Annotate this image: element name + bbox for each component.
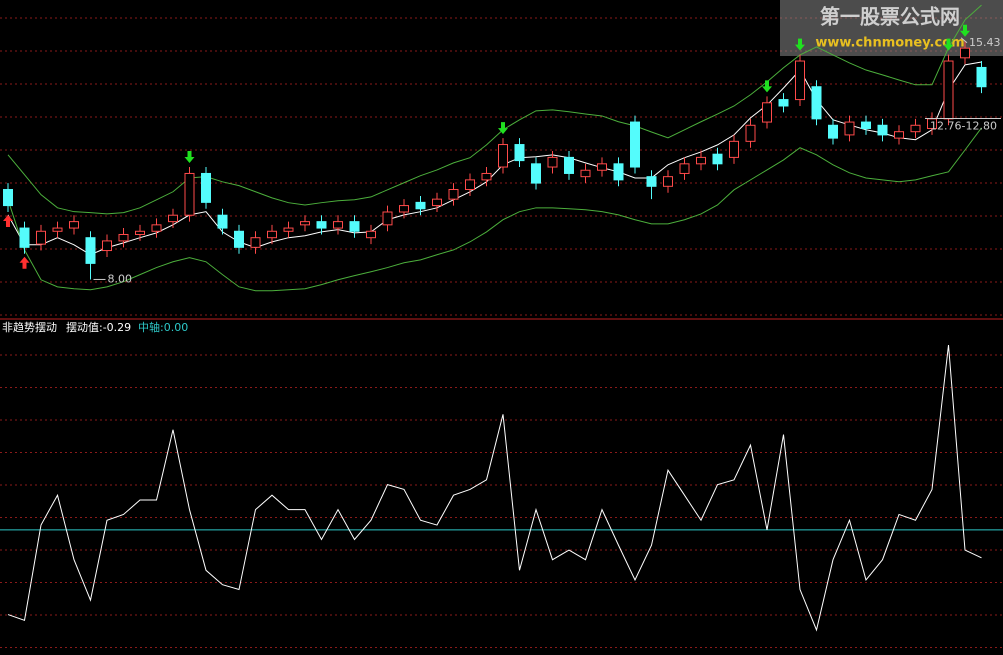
candle-body [828,124,838,139]
candle-body [861,121,871,129]
watermark-url: www.chnmoney.com [815,36,964,51]
candle-body [630,121,640,168]
candle-body [877,124,888,136]
band-line [7,127,982,292]
candle-body [283,227,294,232]
candle-body [3,189,13,207]
candle-body [85,237,96,264]
candle-body [960,47,970,59]
candle-body [69,221,79,229]
candle-body [646,176,657,187]
sell-arrow [960,24,970,37]
candle-body [118,233,129,242]
band-line [7,4,982,215]
candle-body [102,240,112,252]
annotation-label: 8.00 [108,272,133,285]
candle-body [696,156,706,165]
candle-body [894,131,904,139]
annotation-arrow [960,37,968,44]
candle-body [399,205,409,213]
candle-body [135,230,145,235]
legend-entry: 中轴:0.00 [138,320,188,334]
candle-body [597,163,607,171]
candle-body [745,124,756,142]
buy-arrow [3,215,13,227]
candle-body [531,163,541,184]
candle-body [564,156,574,174]
candle-body [795,60,805,101]
candle-body [168,214,178,223]
candle-body [976,66,987,88]
candle-body [234,230,244,248]
candle-body [151,224,162,232]
candle-body [498,144,508,168]
candle-body [448,189,459,200]
candle-body [201,172,211,203]
candle-body [465,179,475,191]
candle-body [316,221,327,229]
watermark-title: 第一股票公式网 [820,5,960,29]
sell-arrow [184,151,195,164]
candle-body [663,176,673,187]
annotation-label: 12.76-12.80 [930,120,997,133]
candle-body [333,221,343,229]
candle-body [19,227,30,248]
candle-body [762,102,772,123]
candle-body [778,99,789,107]
buy-arrow [19,256,30,269]
sell-arrow [762,80,772,93]
candle-body [184,172,195,216]
candle-body [712,153,723,165]
candle-body [811,86,822,120]
candle-body [250,237,261,248]
candle-body [844,121,855,136]
candle-body [366,230,376,239]
candle-body [547,156,558,168]
oscillator-line [7,344,982,632]
candle-body [52,227,63,232]
candle-body [415,201,426,210]
sell-arrow [943,38,954,51]
candle-body [613,163,624,181]
indicator-title: 非趋势摆动 [2,320,57,334]
candle-body [729,140,739,158]
sell-arrow [498,122,508,135]
candle-body [514,144,525,162]
candle-body [943,60,954,120]
legend-entry: 摆动值:-0.29 [66,320,131,334]
candle-body [382,211,393,226]
candle-body [432,198,442,207]
candle-body [580,169,591,178]
annotation-label: 15.43 [969,36,1001,49]
candle-body [300,221,310,226]
sell-arrow [795,38,805,51]
candle-body [349,221,360,232]
candle-body [679,163,690,174]
candle-body [481,172,492,181]
candle-body [910,124,921,133]
candle-body [217,214,228,229]
candle-body [36,230,46,245]
candle-body [267,230,277,239]
